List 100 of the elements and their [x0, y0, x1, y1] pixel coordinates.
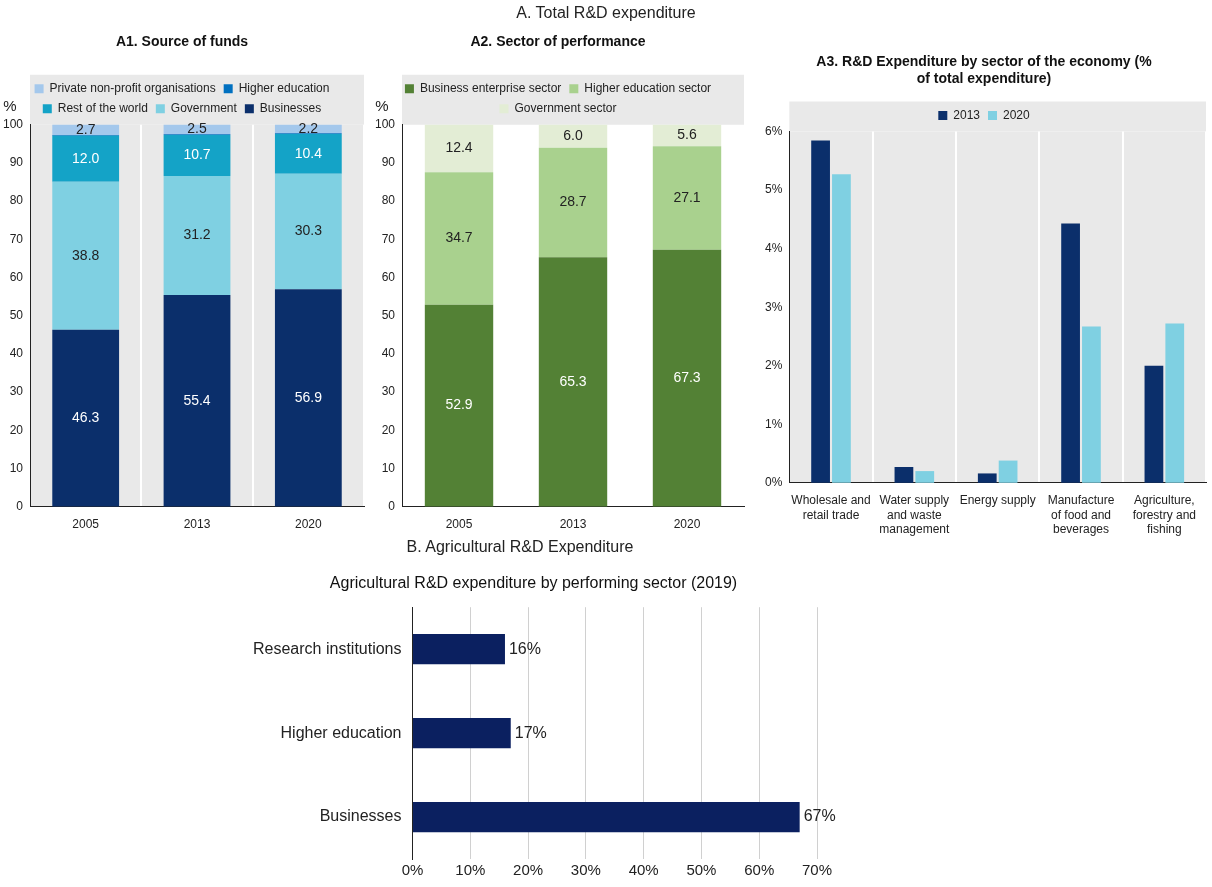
- y-tick-label: 50: [9, 308, 24, 323]
- data-label: 30.3: [294, 222, 323, 239]
- y-tick-label: 4%: [765, 240, 783, 255]
- bar: [1082, 326, 1101, 483]
- y-axis-title: %: [375, 97, 389, 115]
- y-tick-label: 60: [381, 269, 396, 284]
- bar: [52, 181, 120, 330]
- y-tick-label: 80: [381, 193, 396, 208]
- bar: [538, 147, 608, 258]
- y-tick-label: 90: [381, 155, 396, 170]
- legend-label: 2013: [953, 107, 981, 122]
- y-tick-label: 30: [381, 384, 396, 399]
- data-label: 10.4: [294, 144, 323, 161]
- y-tick-label: 100: [2, 117, 24, 132]
- bar: [915, 471, 935, 483]
- data-label: 2.2: [298, 119, 319, 136]
- y-tick-label: 40: [9, 346, 24, 361]
- bar: [652, 124, 722, 147]
- bar: [413, 801, 800, 833]
- y-tick-label: 30: [9, 384, 24, 399]
- x-tick-label: 20%: [513, 861, 544, 879]
- y-tick-label: 70: [381, 231, 396, 246]
- data-label: 56.9: [294, 388, 323, 405]
- data-label: 67%: [803, 807, 836, 825]
- legend-label: Businesses: [259, 101, 322, 116]
- bar: [52, 124, 120, 136]
- y-tick-label: 60: [9, 269, 24, 284]
- y-tick-label: 70: [9, 231, 24, 246]
- x-tick-label: 2005: [445, 517, 473, 532]
- x-tick-label: 0%: [401, 861, 424, 879]
- y-tick-label: Higher education: [280, 723, 402, 741]
- bar: [424, 304, 494, 507]
- x-tick-label: Agriculture, forestry and fishing: [1132, 493, 1197, 537]
- y-tick-label: 10: [381, 460, 396, 475]
- bar: [1144, 365, 1164, 483]
- data-label: 27.1: [673, 188, 701, 205]
- legend-label: Business enterprise sector: [419, 81, 562, 96]
- bar: [274, 173, 342, 290]
- y-tick-label: 0%: [765, 475, 783, 490]
- y-tick-label: 20: [381, 422, 396, 437]
- legend-label: Higher education sector: [584, 81, 712, 96]
- bar: [894, 467, 914, 483]
- bar: [413, 717, 511, 749]
- x-tick-label: Water supply and waste management: [879, 493, 951, 537]
- bar: [811, 140, 830, 483]
- y-tick-label: 20: [9, 422, 24, 437]
- bar: [163, 175, 231, 296]
- chart-title: Agricultural R&D expenditure by performing sector (2019): [329, 574, 738, 592]
- y-tick-label: 0: [16, 498, 24, 513]
- bar: [832, 174, 851, 483]
- text: A. Total R&D expenditure: [515, 4, 697, 22]
- chart-title: A1. Source of funds: [115, 33, 249, 50]
- legend-label: Private non-profit organisations: [49, 81, 216, 96]
- y-tick-label: 80: [9, 193, 24, 208]
- x-tick-label: 50%: [686, 861, 717, 879]
- bar: [652, 249, 722, 507]
- y-tick-label: 10: [9, 460, 24, 475]
- text: B. Agricultural R&D Expenditure: [405, 538, 635, 556]
- bar: [274, 133, 342, 174]
- bar: [538, 124, 608, 148]
- y-tick-label: 90: [9, 155, 24, 170]
- bar: [652, 146, 722, 250]
- x-tick-label: 2005: [72, 517, 100, 532]
- data-label: 38.8: [72, 246, 100, 263]
- y-tick-label: 2%: [765, 358, 783, 373]
- bar: [163, 135, 231, 176]
- y-tick-label: 50: [381, 308, 396, 323]
- x-tick-label: 2020: [294, 517, 323, 532]
- x-tick-label: 2013: [183, 517, 211, 532]
- data-label: 17%: [514, 723, 547, 741]
- data-label: 34.7: [445, 229, 473, 246]
- x-tick-label: 70%: [801, 861, 833, 879]
- data-label: 67.3: [673, 368, 701, 385]
- data-label: 12.0: [72, 149, 100, 166]
- data-label: 2.7: [75, 120, 96, 137]
- y-tick-label: 5%: [765, 182, 783, 197]
- x-tick-label: 40%: [628, 861, 659, 879]
- data-label: 31.2: [183, 226, 211, 243]
- data-label: 10.7: [183, 146, 211, 163]
- y-tick-label: 6%: [765, 123, 783, 138]
- x-tick-label: Manufacture of food and beverages: [1047, 493, 1115, 537]
- y-tick-label: 1%: [765, 416, 783, 431]
- data-label: 52.9: [445, 396, 473, 413]
- data-label: 2.5: [187, 120, 207, 137]
- y-tick-label: 40: [381, 346, 396, 361]
- x-tick-label: 2013: [559, 517, 587, 532]
- x-tick-label: 2020: [673, 517, 701, 532]
- data-label: 65.3: [559, 372, 587, 389]
- x-tick-label: 10%: [455, 861, 486, 879]
- bar: [274, 289, 342, 507]
- chart-title: A3. R&D Expenditure by sector of the economy (% of total expenditure): [816, 53, 1153, 87]
- bar: [998, 460, 1018, 483]
- legend-label: 2020: [1003, 107, 1031, 122]
- legend-label: Government: [170, 101, 238, 116]
- y-tick-label: Research institutions: [253, 639, 402, 657]
- data-label: 55.4: [183, 391, 211, 408]
- y-axis-title: %: [3, 97, 17, 115]
- bar: [424, 124, 494, 173]
- data-label: 6.0: [563, 127, 583, 144]
- data-label: 46.3: [72, 409, 100, 426]
